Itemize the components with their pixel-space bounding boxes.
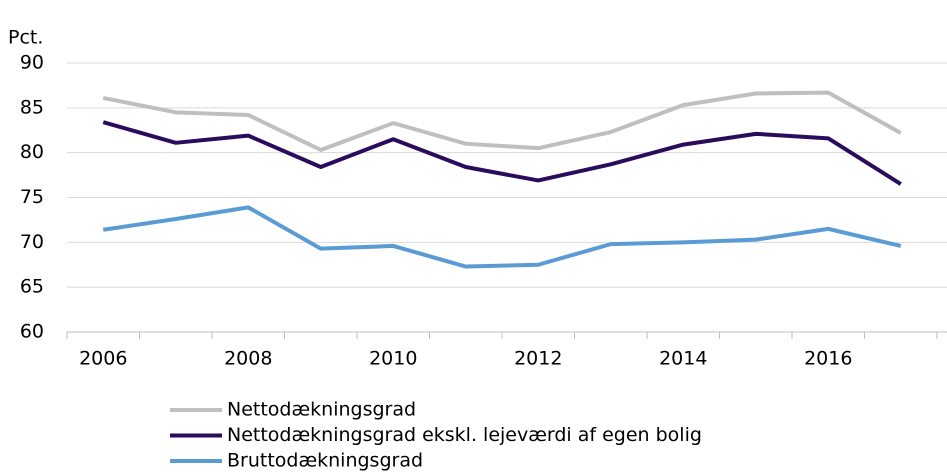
- y-tick-label: 85: [20, 96, 44, 118]
- series-line: [102, 90, 902, 152]
- series-line: [102, 205, 902, 269]
- legend-label: Bruttodækningsgrad: [227, 450, 423, 472]
- x-tick-label: 2016: [804, 348, 852, 370]
- x-tick-label: 2008: [224, 348, 272, 370]
- legend-label: Nettodækningsgrad ekskl. lejeværdi af eg…: [227, 424, 702, 446]
- legend-label: Nettodækningsgrad: [227, 399, 416, 421]
- x-tick-label: 2010: [369, 348, 417, 370]
- y-tick-label: 80: [20, 141, 44, 163]
- x-tick-label: 2014: [659, 348, 707, 370]
- series-line: [102, 120, 902, 186]
- y-tick-label: 70: [20, 231, 44, 253]
- x-tick-label: 2006: [79, 348, 127, 370]
- y-tick-label: 75: [20, 186, 44, 208]
- y-axis-label: Pct.: [8, 27, 43, 49]
- y-tick-label: 90: [20, 52, 44, 74]
- y-tick-label: 65: [20, 276, 44, 298]
- x-tick-label: 2012: [514, 348, 562, 370]
- y-tick-label: 60: [20, 321, 44, 343]
